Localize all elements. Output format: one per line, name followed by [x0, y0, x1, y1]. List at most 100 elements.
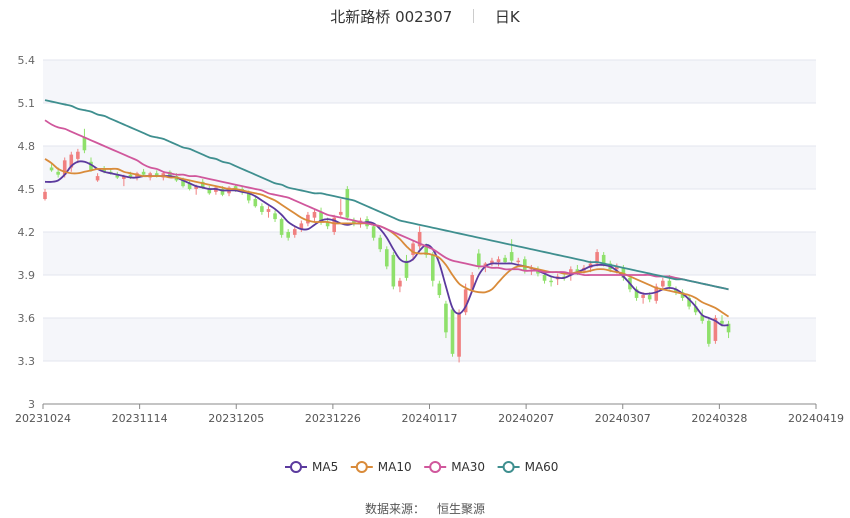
candle [726, 320, 731, 339]
legend-item-ma30[interactable]: MA30 [424, 460, 485, 474]
candle-body [384, 249, 389, 267]
candle-body [352, 220, 356, 224]
candle-body [273, 213, 277, 220]
candle-body [194, 186, 198, 189]
background-bands [43, 60, 816, 361]
candle-body [286, 232, 290, 238]
candle [450, 306, 455, 357]
candle-body [95, 176, 100, 181]
candle-body [345, 189, 350, 218]
x-tick-label: 20240307 [595, 412, 651, 425]
candle-body [279, 219, 284, 235]
legend-item-ma10[interactable]: MA10 [350, 460, 412, 474]
candle [371, 223, 376, 241]
candle-body [292, 229, 297, 235]
candle [417, 226, 422, 250]
candle-body [523, 259, 527, 271]
candle-body [450, 309, 455, 354]
candle-body [246, 193, 251, 201]
candle-body [266, 209, 271, 212]
candle [352, 217, 356, 227]
legend-item-ma60[interactable]: MA60 [497, 460, 559, 474]
stock-code: 002307 [395, 8, 453, 26]
x-tick-label: 20240419 [788, 412, 844, 425]
candle [700, 309, 705, 324]
candle-body [667, 280, 672, 287]
candle [384, 246, 389, 270]
y-tick-label: 3 [28, 398, 35, 411]
candle [260, 203, 264, 215]
candle-body [319, 211, 323, 222]
candle-body [181, 180, 185, 187]
candle [76, 148, 80, 164]
y-tick-label: 4.2 [18, 226, 36, 239]
candle [378, 234, 383, 253]
candle-body [509, 252, 514, 261]
candle [509, 239, 514, 264]
candle [437, 280, 442, 298]
candle-body [444, 303, 448, 333]
candle-body [56, 171, 60, 175]
candle-body [463, 289, 468, 313]
candle-body [49, 167, 54, 171]
candle-body [687, 297, 691, 307]
candle-body [122, 176, 126, 179]
x-tick-label: 20240207 [498, 412, 554, 425]
candle-body [680, 292, 685, 298]
candle-body [398, 280, 402, 287]
candle-body [411, 243, 415, 255]
candle [306, 211, 310, 227]
x-tick-label: 20231205 [208, 412, 264, 425]
legend-label: MA30 [451, 460, 485, 474]
candle-body [378, 237, 383, 250]
candle-body [207, 189, 212, 194]
background-band [43, 146, 816, 189]
legend-marker-icon [429, 461, 442, 473]
candle-body [483, 263, 488, 267]
candle-body [569, 269, 573, 275]
candle-body [641, 295, 645, 298]
candle-body [601, 254, 606, 264]
legend-label: MA10 [378, 460, 412, 474]
candle-body [700, 315, 705, 321]
candle-body [154, 173, 159, 177]
candle-body [253, 199, 258, 207]
period-label[interactable]: 日K [494, 8, 520, 26]
candle [338, 199, 343, 218]
candle [391, 252, 396, 290]
source-label: 数据来源： [364, 502, 425, 516]
candle-body [82, 137, 87, 151]
candle-body [62, 160, 67, 175]
candle-body [76, 151, 80, 159]
candle [674, 286, 678, 296]
candle-body [693, 306, 698, 313]
candle [398, 277, 402, 293]
legend-item-ma5[interactable]: MA5 [285, 460, 338, 474]
ma30-line [44, 119, 729, 291]
x-tick-label: 20231226 [305, 412, 361, 425]
candle-body [102, 168, 106, 172]
candle-body [549, 280, 553, 283]
candle-body [575, 269, 580, 273]
candle [43, 189, 47, 201]
background-band [43, 60, 816, 103]
candle-body [707, 320, 711, 344]
candle-body [332, 217, 336, 232]
title-separator [473, 9, 475, 23]
candle [286, 229, 290, 241]
candle [549, 276, 553, 287]
candle [279, 217, 284, 238]
candle-body [325, 221, 330, 227]
candle-body [233, 186, 238, 189]
candle [332, 214, 336, 235]
candle [69, 151, 74, 172]
x-tick-label: 20240117 [402, 412, 458, 425]
candle-body [615, 266, 619, 270]
candle [312, 209, 317, 222]
candle [444, 300, 448, 339]
y-axis: 3 3.3 3.6 3.9 4.2 4.5 4.8 5.1 5.4 [18, 54, 36, 411]
candle [207, 186, 212, 195]
candle-body [496, 259, 501, 263]
data-source: 数据来源： 恒生聚源 [0, 500, 850, 517]
candle-body [312, 211, 317, 218]
